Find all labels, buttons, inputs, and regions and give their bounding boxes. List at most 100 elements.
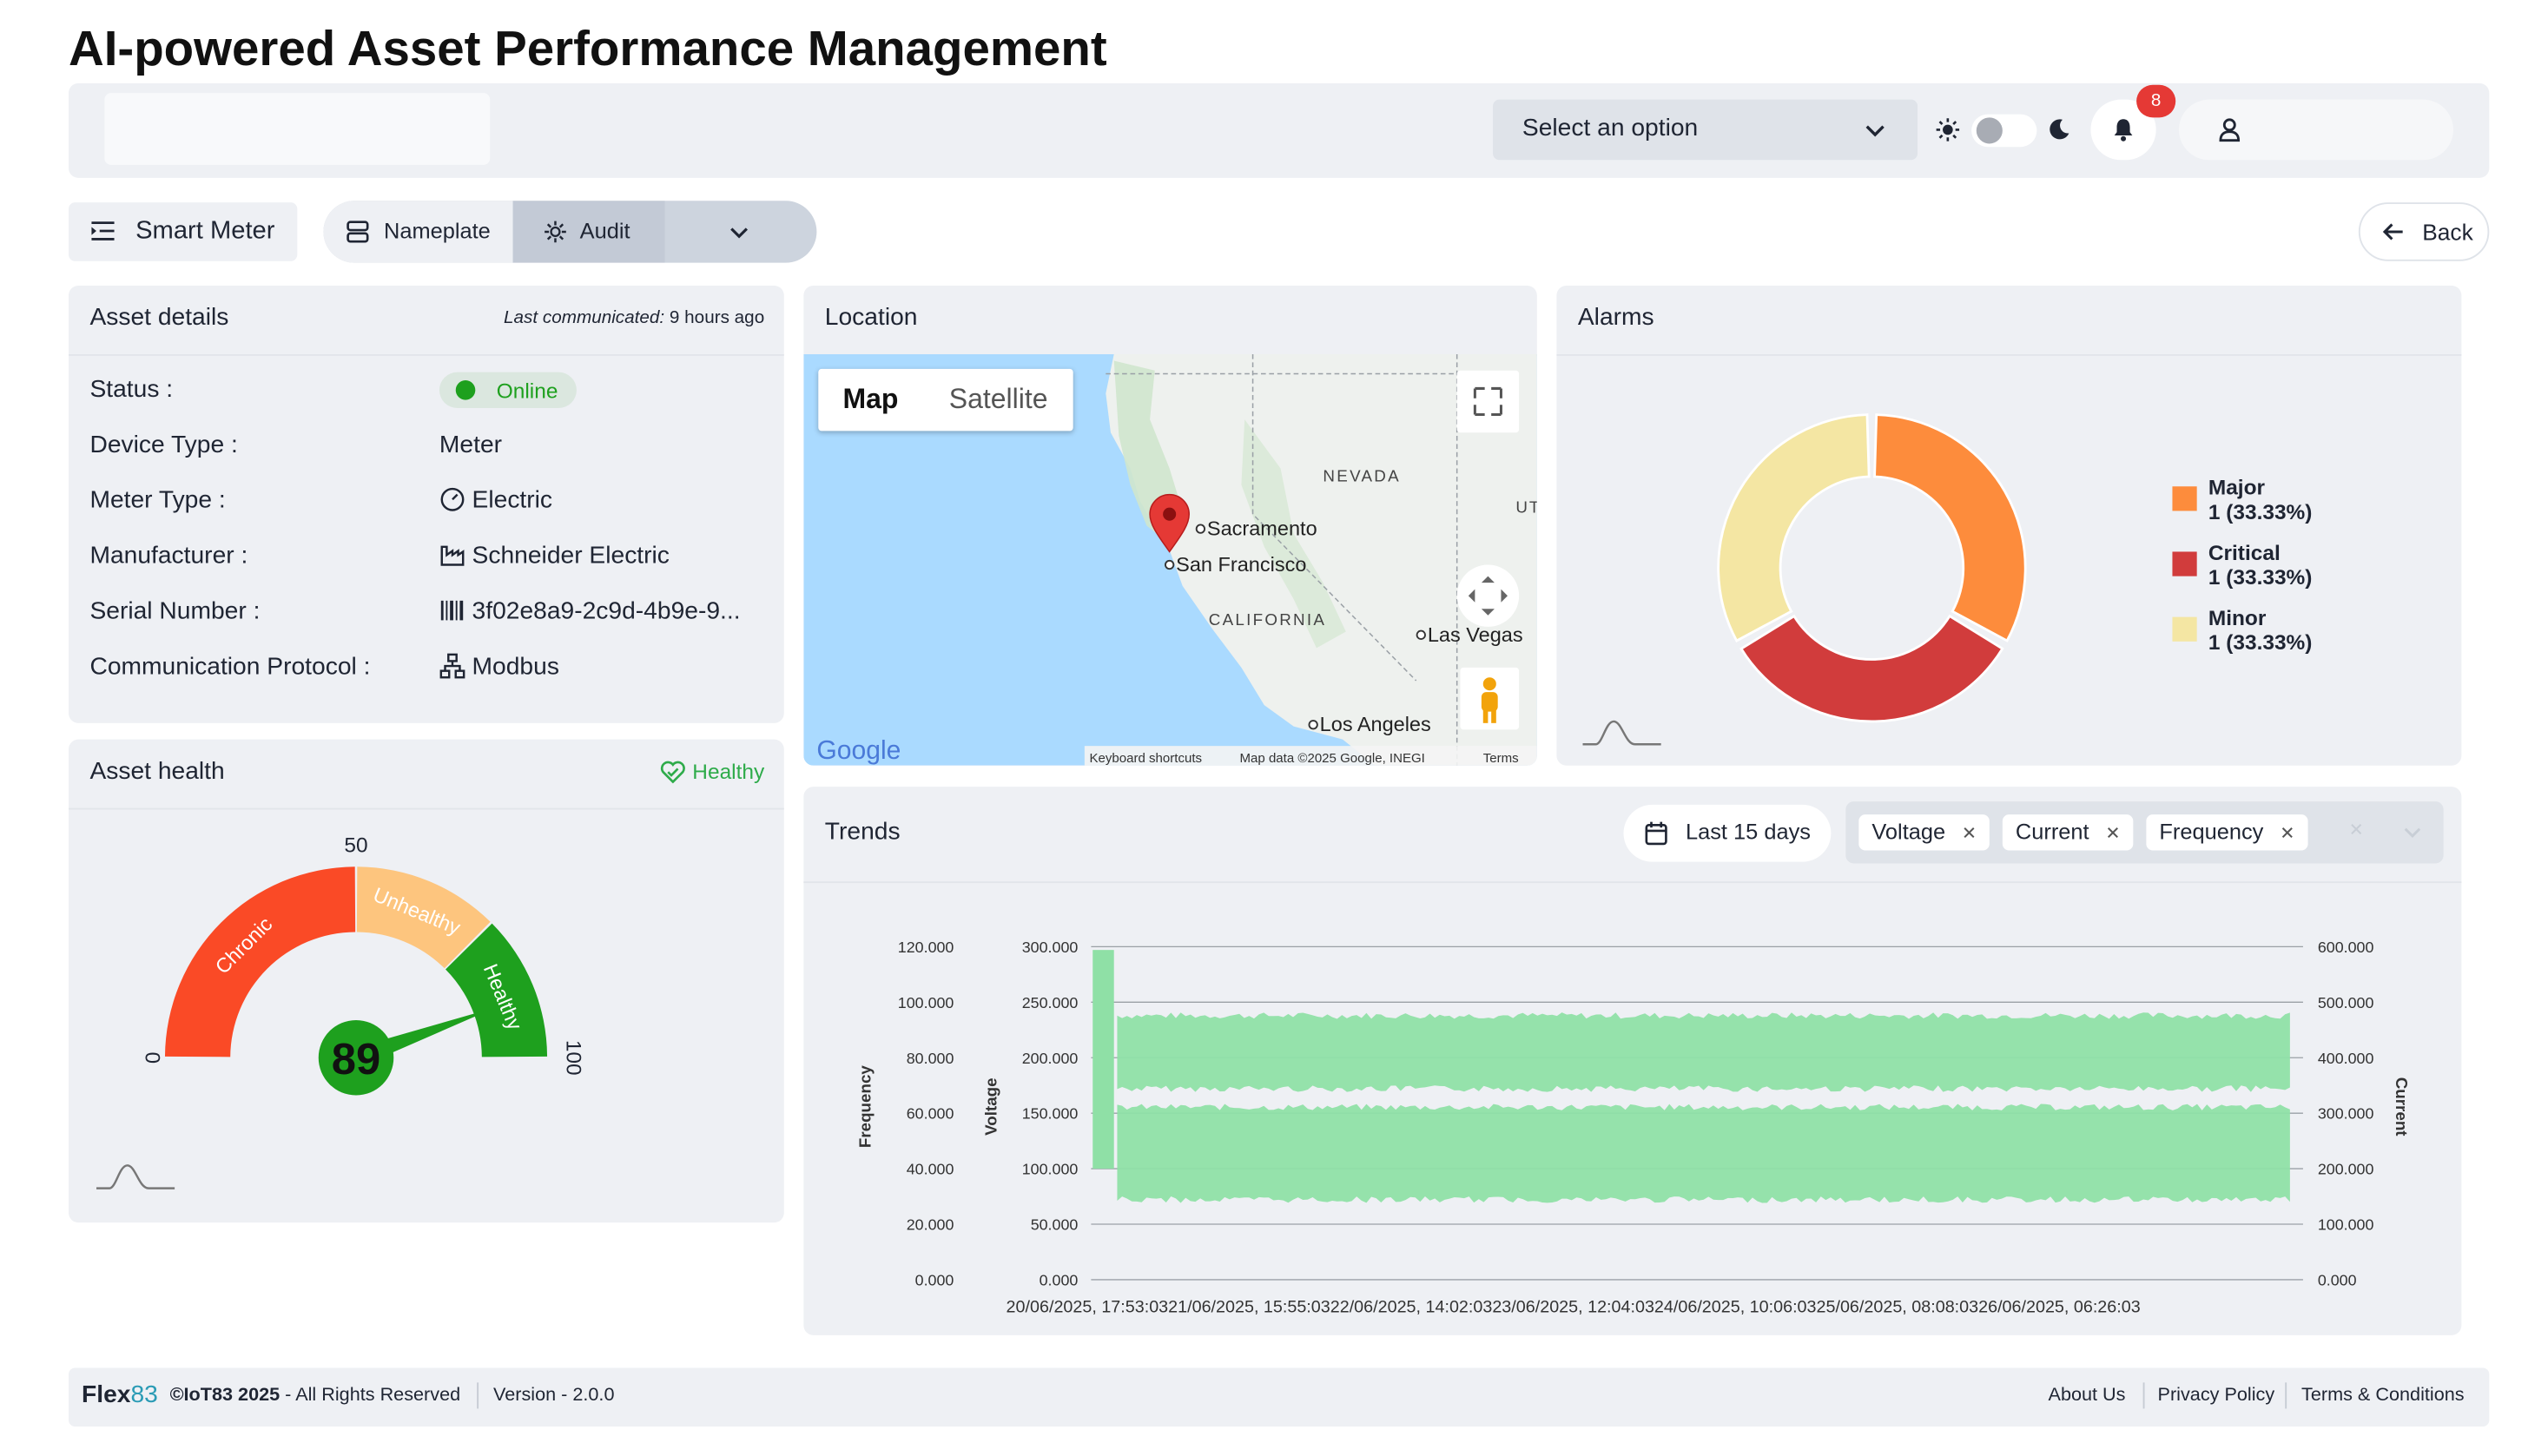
footer-about-link[interactable]: About Us: [2048, 1386, 2126, 1406]
axis-tick-label: 0.000: [915, 1272, 954, 1289]
map-type-control: Map Satellite: [818, 368, 1073, 432]
map-attribution-shortcuts[interactable]: Keyboard shortcuts: [1089, 751, 1202, 766]
map-label-state3: UT: [1515, 497, 1536, 516]
map-tab-map[interactable]: Map: [842, 383, 899, 415]
legend-name-minor: Minor: [2208, 605, 2267, 630]
gauge-icon: [439, 486, 465, 512]
user-menu[interactable]: [2178, 99, 2453, 161]
asset-tabs: Nameplate Audit: [323, 201, 817, 263]
asset-name: Smart Meter: [135, 217, 275, 245]
moon-icon[interactable]: [2049, 117, 2071, 148]
online-dot: [455, 380, 476, 400]
trend-sparkline-icon[interactable]: [96, 1161, 175, 1202]
tab-audit-label: Audit: [579, 218, 630, 244]
option-select-value: Select an option: [1522, 114, 1699, 142]
tag-current: Current ✕: [2002, 814, 2134, 851]
gauge-mid-label: 50: [344, 833, 367, 857]
theme-toggle-group: [1922, 99, 2073, 161]
manufacturer-value: Schneider Electric: [472, 542, 670, 570]
back-button[interactable]: Back: [2358, 202, 2490, 261]
donut-slice-minor[interactable]: [1717, 413, 1871, 642]
footer-version: Version - 2.0.0: [493, 1386, 615, 1406]
trends-card: Trends Last 15 days Voltage ✕ Current ✕ Fr…: [803, 787, 2462, 1335]
clear-all-icon[interactable]: ✕: [2348, 820, 2364, 841]
axis-tick-label: 50.000: [1031, 1216, 1079, 1234]
axis-tick-label: 300.000: [1022, 939, 1079, 956]
footer-copyright-holder: ©IoT83 2025: [169, 1386, 281, 1406]
gauge-band-healthy: [446, 923, 548, 1057]
x-axis-labels: 20/06/2025, 17:53:0321/06/2025, 15:55:03…: [1007, 1298, 2141, 1317]
remove-frequency-icon[interactable]: ✕: [2280, 824, 2295, 844]
map-attribution-terms[interactable]: Terms: [1483, 751, 1519, 766]
tag-frequency: Frequency ✕: [2146, 814, 2308, 851]
axis-tick-label: 40.000: [907, 1161, 954, 1178]
meter-type: Electric: [439, 486, 552, 514]
remove-voltage-icon[interactable]: ✕: [1961, 824, 1977, 844]
gear-icon: [544, 221, 566, 252]
legend-name-major: Major: [2208, 475, 2266, 500]
chevron-down-icon[interactable]: [2401, 821, 2424, 853]
map-pin-icon[interactable]: [1149, 493, 1190, 553]
location-title: Location: [824, 303, 918, 332]
asset-details-title: Asset details: [89, 303, 229, 332]
date-range-picker[interactable]: Last 15 days: [1623, 804, 1832, 862]
axis-tick-label: 250.000: [1022, 994, 1079, 1011]
axis-tick-label: 300.000: [2318, 1105, 2374, 1123]
series-band-voltage: [1117, 1012, 2290, 1092]
serial-number: 3f02e8a9-2c9d-4b9e-9...: [439, 597, 741, 625]
donut-slice-major[interactable]: [1873, 413, 2027, 642]
legend-value-minor: 1 (33.33%): [2208, 629, 2313, 655]
more-tabs-button[interactable]: [664, 201, 816, 262]
asset-details-card: Asset details Last communicated: 9 hours…: [68, 286, 784, 723]
fullscreen-button[interactable]: [1456, 370, 1520, 433]
device-type-value: Meter: [439, 431, 503, 459]
map-label-state1: NEVADA: [1323, 467, 1400, 485]
option-select[interactable]: Select an option: [1493, 99, 1918, 161]
heart-check-icon: [660, 761, 686, 784]
logo-placeholder: [104, 93, 491, 165]
footer-brand-a: Flex: [82, 1380, 131, 1409]
footer-terms-link[interactable]: Terms & Conditions: [2301, 1386, 2465, 1406]
page-title: AI-powered Asset Performance Management: [68, 23, 1107, 77]
tab-audit[interactable]: Audit: [512, 201, 665, 263]
protocol: Modbus: [439, 653, 559, 681]
footer-privacy-link[interactable]: Privacy Policy: [2157, 1386, 2275, 1406]
axis-tick-label: 0.000: [2318, 1272, 2357, 1289]
footer: Flex83 ©IoT83 2025 - All Rights Reserved…: [68, 1367, 2490, 1427]
axis-tick-label: 80.000: [907, 1050, 954, 1067]
donut-slice-critical[interactable]: [1739, 614, 2004, 723]
database-icon: [347, 221, 369, 252]
tab-nameplate-label: Nameplate: [383, 218, 491, 244]
gauge-min-label: 0: [140, 1051, 163, 1064]
chevron-down-icon: [727, 221, 751, 254]
footer-divider: [477, 1382, 479, 1409]
map-pan-control[interactable]: [1456, 564, 1520, 627]
protocol-label: Communication Protocol :: [89, 653, 371, 681]
gauge-value: 89: [332, 1034, 380, 1084]
legend-swatch-minor: [2172, 616, 2197, 642]
tag-voltage-label: Voltage: [1871, 819, 1946, 844]
footer-divider: [2285, 1382, 2287, 1409]
remove-current-icon[interactable]: ✕: [2105, 824, 2121, 844]
tab-nameplate[interactable]: Nameplate: [323, 201, 513, 263]
last-communicated: Last communicated: 9 hours ago: [504, 308, 764, 328]
map-tab-satellite[interactable]: Satellite: [948, 383, 1048, 415]
parameter-multiselect[interactable]: Voltage ✕ Current ✕ Frequency ✕ ✕: [1845, 801, 2444, 864]
footer-brand: Flex83: [82, 1380, 158, 1408]
legend-value-major: 1 (33.33%): [2208, 499, 2313, 524]
manufacturer: Schneider Electric: [439, 542, 670, 570]
asset-name-button[interactable]: Smart Meter: [68, 202, 298, 261]
location-card: Location NEVADA CALIFORNIA UT Sacramento…: [803, 286, 1537, 766]
legend-name-critical: Critical: [2208, 540, 2281, 565]
status-label: Status :: [89, 375, 174, 404]
last-communicated-value: 9 hours ago: [669, 308, 765, 328]
axis-tick-label: 200.000: [1022, 1050, 1079, 1067]
series-spike: [1092, 950, 1114, 1169]
sun-icon[interactable]: [1936, 117, 1960, 150]
trend-sparkline-icon[interactable]: [1582, 716, 1661, 757]
map-label-city4: Los Angeles: [1320, 713, 1431, 735]
manufacturer-label: Manufacturer :: [89, 542, 248, 570]
theme-toggle-switch[interactable]: [1971, 114, 2037, 148]
legend-swatch-critical: [2172, 551, 2197, 576]
